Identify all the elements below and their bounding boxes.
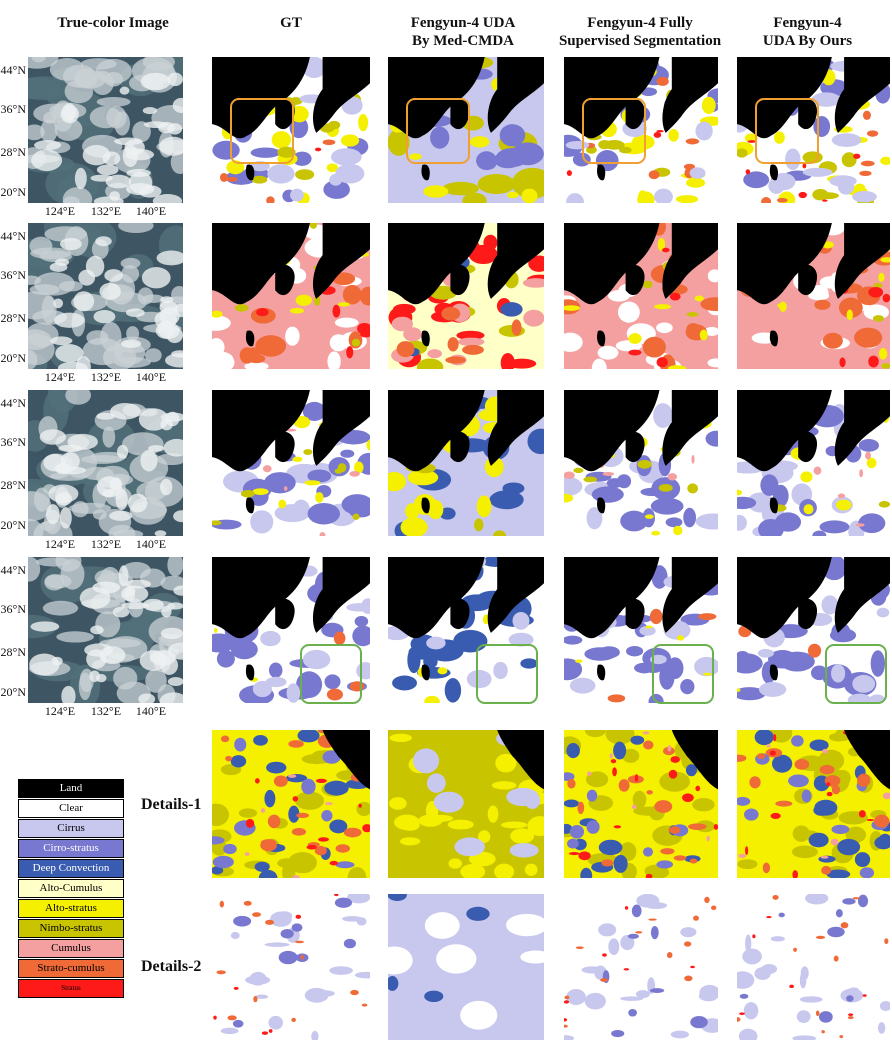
legend-item-alto-cumulus: Alto-Cumulus xyxy=(18,879,124,898)
legend-item-cumulus: Cumulus xyxy=(18,939,124,958)
map-row3-ours xyxy=(737,390,890,536)
row-label-details-1: Details-1 xyxy=(141,796,202,813)
lat-label: 28°N xyxy=(0,478,26,492)
map-row1-gt xyxy=(212,57,370,203)
lon-label: 124°E xyxy=(44,704,76,718)
lat-label: 36°N xyxy=(0,102,26,116)
lon-label: 132°E xyxy=(90,204,122,218)
lat-label: 36°N xyxy=(0,602,26,616)
legend-item-cirrus: Cirrus xyxy=(18,819,124,838)
lat-label: 28°N xyxy=(0,645,26,659)
map-row3-gt xyxy=(212,390,370,536)
map-row1-true xyxy=(28,57,183,203)
map-row1-sup xyxy=(564,57,718,203)
map-row1-med xyxy=(388,57,544,203)
legend-item-nimbo-stratus: Nimbo-stratus xyxy=(18,919,124,938)
detail1-med xyxy=(388,730,544,878)
legend-item-cirro-stratus: Cirro-stratus xyxy=(18,839,124,858)
lon-label: 124°E xyxy=(44,204,76,218)
lat-label: 20°N xyxy=(0,351,26,365)
map-row2-ours xyxy=(737,223,890,369)
detail2-gt xyxy=(212,894,370,1040)
lat-label: 20°N xyxy=(0,685,26,699)
legend-item-stratus: Stratus xyxy=(18,979,124,998)
header-fully-supervised-line2: Supervised Segmentation xyxy=(558,33,722,49)
lat-label: 28°N xyxy=(0,311,26,325)
map-row2-sup xyxy=(564,223,718,369)
map-row4-med xyxy=(388,557,544,703)
lon-label: 132°E xyxy=(90,537,122,551)
lon-label: 140°E xyxy=(135,370,167,384)
header-ours-line1: Fengyun-4 xyxy=(773,15,842,31)
lat-label: 44°N xyxy=(0,229,26,243)
header-med-cmda-line2: By Med-CMDA xyxy=(411,33,515,49)
header-med-cmda-line1: Fengyun-4 UDA xyxy=(410,15,516,31)
lon-label: 132°E xyxy=(90,704,122,718)
lat-label: 44°N xyxy=(0,563,26,577)
detail1-gt xyxy=(212,730,370,878)
legend-item-deep-convection: Deep Convection xyxy=(18,859,124,878)
lat-label: 36°N xyxy=(0,435,26,449)
detail2-med xyxy=(388,894,544,1040)
header-ours: Fengyun-4 UDA By Ours xyxy=(730,14,885,50)
header-gt: GT xyxy=(280,15,302,31)
lon-label: 140°E xyxy=(135,704,167,718)
legend-item-alto-stratus: Alto-stratus xyxy=(18,899,124,918)
map-row3-sup xyxy=(564,390,718,536)
lat-label: 20°N xyxy=(0,185,26,199)
lon-label: 124°E xyxy=(44,370,76,384)
map-row2-gt xyxy=(212,223,370,369)
lon-label: 140°E xyxy=(135,537,167,551)
lat-label: 44°N xyxy=(0,63,26,77)
legend-item-strato-cumulus: Strato-cumulus xyxy=(18,959,124,978)
lat-label: 20°N xyxy=(0,518,26,532)
detail2-sup xyxy=(564,894,718,1040)
map-row1-ours xyxy=(737,57,890,203)
map-row3-true xyxy=(28,390,183,536)
map-row4-gt xyxy=(212,557,370,703)
lat-label: 44°N xyxy=(0,396,26,410)
header-fully-supervised-line1: Fengyun-4 Fully xyxy=(587,15,693,31)
lon-label: 124°E xyxy=(44,537,76,551)
row-label-details-2: Details-2 xyxy=(141,958,202,975)
map-row3-med xyxy=(388,390,544,536)
legend-item-land: Land xyxy=(18,779,124,798)
detail1-sup xyxy=(564,730,718,878)
map-row4-sup xyxy=(564,557,718,703)
header-med-cmda: Fengyun-4 UDA By Med-CMDA xyxy=(382,14,544,50)
header-ours-line2: UDA By Ours xyxy=(762,33,853,49)
map-row2-med xyxy=(388,223,544,369)
lat-label: 36°N xyxy=(0,268,26,282)
lon-label: 140°E xyxy=(135,204,167,218)
detail1-ours xyxy=(737,730,890,878)
header-true-color: True-color Image xyxy=(57,15,169,31)
header-fully-supervised: Fengyun-4 Fully Supervised Segmentation xyxy=(550,14,730,50)
class-legend: Land Clear Cirrus Cirro-stratus Deep Convect… xyxy=(18,779,124,999)
detail2-ours xyxy=(737,894,890,1040)
map-row2-true xyxy=(28,223,183,369)
legend-item-clear: Clear xyxy=(18,799,124,818)
map-row4-true xyxy=(28,557,183,703)
lat-label: 28°N xyxy=(0,145,26,159)
lon-label: 132°E xyxy=(90,370,122,384)
map-row4-ours xyxy=(737,557,890,703)
